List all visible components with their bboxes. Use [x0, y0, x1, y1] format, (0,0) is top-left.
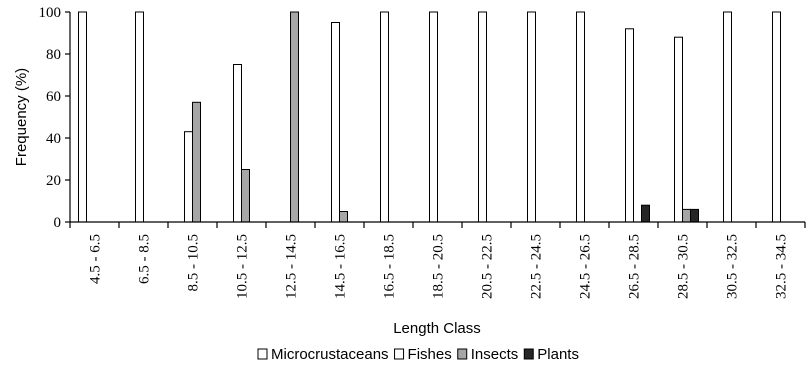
legend-swatch-microcrustaceans [257, 348, 268, 360]
bar-fishes [674, 36, 683, 223]
bar-fishes [135, 11, 144, 223]
x-tick-label: 26.5 - 28.5 [627, 234, 643, 299]
x-tick-label: 24.5 - 26.5 [578, 234, 594, 299]
x-tick-label: 10.5 - 12.5 [235, 234, 251, 299]
legend-label-plants: Plants [537, 346, 579, 363]
x-tick-label: 22.5 - 24.5 [529, 234, 545, 299]
plot-area [78, 11, 781, 223]
bar-fishes [429, 11, 438, 223]
x-tick-label: 18.5 - 20.5 [431, 234, 447, 299]
bar-fishes [527, 11, 536, 223]
legend-label-insects: Insects [471, 346, 519, 363]
legend-swatch-insects [457, 348, 468, 360]
y-tick-label: 100 [39, 5, 62, 21]
bar-fishes [331, 22, 340, 223]
x-tick-label: 16.5 - 18.5 [382, 234, 398, 299]
bar-plants [690, 208, 699, 223]
x-tick-label: 8.5 - 10.5 [186, 234, 202, 292]
x-tick-label: 28.5 - 30.5 [676, 234, 692, 299]
bar-fishes [380, 11, 389, 223]
x-tick-label: 12.5 - 14.5 [284, 234, 300, 299]
y-tick-label: 20 [46, 173, 61, 189]
x-axis: 4.5 - 6.5 6.5 - 8.5 8.5 - 10.5 10.5 - 12.5 1… [69, 221, 806, 299]
x-tick-label: 20.5 - 22.5 [480, 234, 496, 299]
y-tick-label: 60 [46, 89, 61, 105]
legend-swatch-plants [523, 348, 534, 360]
y-tick-label: 80 [46, 47, 61, 63]
legend-label-fishes: Fishes [408, 346, 452, 363]
y-tick-label: 40 [46, 131, 61, 147]
bar-plants [641, 204, 650, 223]
y-tick-label: 0 [54, 215, 62, 231]
bar-microcrustaceans [78, 11, 87, 223]
bar-fishes [723, 11, 732, 223]
bar-insects [682, 208, 691, 223]
x-tick-label: 14.5 - 16.5 [333, 234, 349, 299]
bar-insects [290, 11, 299, 223]
y-axis-label: Frequency (%) [13, 68, 30, 166]
x-tick-label: 6.5 - 8.5 [137, 234, 153, 284]
x-tick-label: 4.5 - 6.5 [88, 234, 104, 284]
x-axis-label: Length Class [393, 320, 481, 337]
y-axis: 0 20 40 60 80 100 [39, 5, 71, 231]
bar-insects [339, 211, 348, 223]
legend-swatch-fishes [394, 348, 405, 360]
bar-fishes [478, 11, 487, 223]
bar-fishes [576, 11, 585, 223]
x-tick-label: 32.5 - 34.5 [774, 234, 790, 299]
bar-insects [192, 101, 201, 223]
bar-insects [241, 169, 250, 223]
bar-fishes [233, 64, 242, 223]
legend: Microcrustaceans Fishes Insects Plants [257, 346, 579, 363]
x-tick-label: 30.5 - 32.5 [725, 234, 741, 299]
legend-label-microcrustaceans: Microcrustaceans [271, 346, 389, 363]
bar-fishes [772, 11, 781, 223]
bar-fishes [184, 131, 193, 223]
bar-fishes [625, 28, 634, 223]
